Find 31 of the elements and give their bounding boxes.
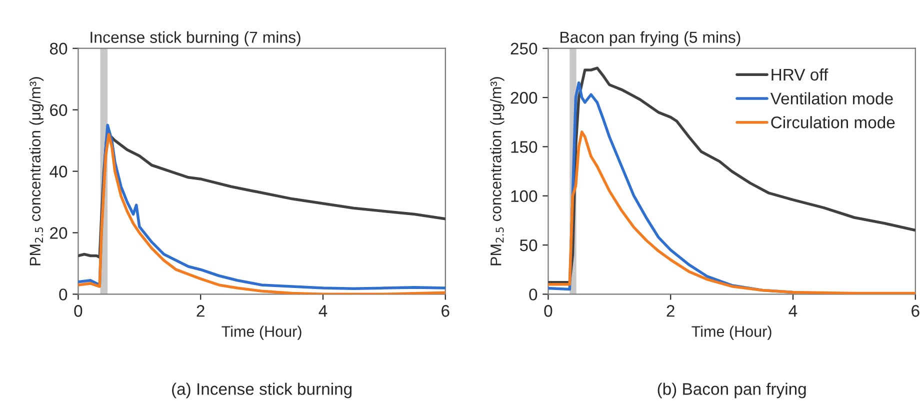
text: (b) Bacon pan frying xyxy=(658,382,806,398)
x-tick-label: 0 xyxy=(74,305,82,317)
chart-title: Bacon pan frying (5 mins) xyxy=(560,31,740,46)
x-axis-title: Time (Hour) xyxy=(222,326,302,340)
y-tick-label: 60 xyxy=(50,104,68,116)
x-axis-title: Time (Hour) xyxy=(692,326,772,340)
chart-title: Incense stick burning (7 mins) xyxy=(90,31,300,46)
y-tick-label: 150 xyxy=(511,141,538,153)
x-tick-label: 2 xyxy=(196,305,204,317)
x-tick-label: 4 xyxy=(318,305,328,317)
x-tick-label: 0 xyxy=(544,305,552,317)
y-tick-label: 50 xyxy=(520,239,538,252)
y-tick-label: 250 xyxy=(510,42,538,55)
x-tick-label: 2 xyxy=(666,305,674,317)
y-axis-title: PM$_{2.5}$ concentration (μg/m³) xyxy=(490,77,504,266)
x-tick-label: 6 xyxy=(912,305,920,317)
legend-label: Ventilation mode xyxy=(770,92,893,104)
y-tick-label: 0 xyxy=(529,288,538,300)
y-tick-label: 80 xyxy=(50,42,68,55)
y-tick-label: 20 xyxy=(50,227,68,239)
y-tick-label: 0 xyxy=(59,288,68,300)
text: (a) Incense stick burning xyxy=(172,382,352,398)
legend-label: Circulation mode xyxy=(771,116,895,128)
x-tick-label: 6 xyxy=(442,305,450,317)
y-axis-title: PM$_{2.5}$ concentration (μg/m³) xyxy=(29,77,44,266)
x-tick-label: 4 xyxy=(788,305,798,317)
y-tick-label: 40 xyxy=(50,166,68,178)
y-tick-label: 100 xyxy=(511,190,538,202)
legend-label: HRV off xyxy=(772,68,828,81)
line-series xyxy=(548,66,916,284)
y-tick-label: 200 xyxy=(510,92,538,104)
